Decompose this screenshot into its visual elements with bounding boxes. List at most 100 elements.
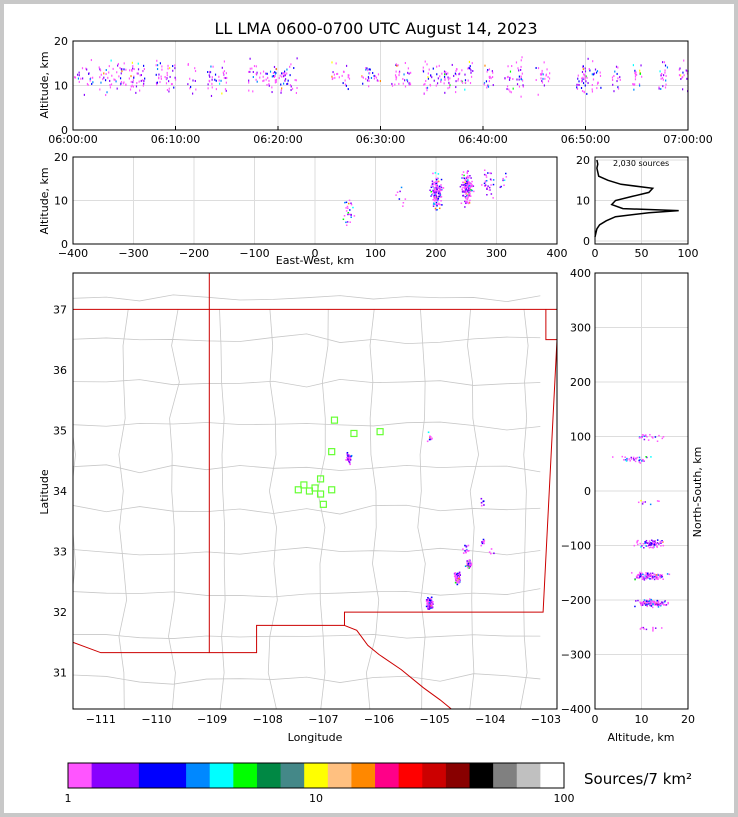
ns-source-point — [645, 573, 648, 576]
lma-station-marker — [319, 500, 327, 508]
time-source-point — [576, 87, 579, 90]
ew-source-point — [488, 186, 491, 189]
time-source-point — [119, 77, 122, 80]
lma-station-marker — [350, 429, 358, 438]
time-source-point — [136, 72, 138, 75]
time-source-point — [376, 79, 378, 82]
time-source-point — [398, 71, 400, 74]
time-source-point — [464, 81, 467, 84]
ew-source-point — [468, 185, 471, 187]
time-source-point — [521, 72, 523, 75]
ew-source-point — [471, 180, 473, 183]
ew-source-point — [345, 207, 347, 209]
ns-source-point — [638, 459, 640, 462]
time-source-point — [365, 67, 367, 70]
ew-source-point — [459, 185, 462, 188]
ns-source-point — [650, 543, 653, 545]
time-source-point — [592, 73, 595, 76]
ns-source-point — [655, 543, 657, 545]
ns-source-point — [657, 604, 659, 606]
ew-source-point — [503, 184, 505, 187]
time-source-point — [368, 68, 370, 71]
ns-source-point — [638, 573, 641, 576]
ns-source-point — [647, 600, 649, 603]
time-source-point — [286, 83, 288, 86]
time-source-point — [509, 76, 511, 79]
ns-source-point — [639, 576, 641, 578]
map-source-point — [347, 455, 349, 458]
ew-source-point — [465, 200, 467, 203]
ew-source-point — [470, 182, 472, 185]
ns-source-point — [668, 573, 671, 576]
map-source-point — [429, 435, 431, 438]
map-source-point — [429, 603, 431, 605]
ew-source-point — [469, 190, 472, 193]
time-source-point — [225, 89, 227, 92]
ew-source-point — [469, 186, 472, 188]
ns-source-point — [640, 602, 643, 604]
time-panel-frame — [72, 40, 689, 131]
time-source-point — [215, 79, 217, 82]
map-source-point — [429, 599, 432, 602]
colorbar-cell — [138, 763, 163, 788]
map-source-point — [458, 581, 460, 583]
time-source-point — [284, 72, 286, 75]
ns-source-point — [654, 541, 656, 543]
time-source-point — [541, 81, 544, 84]
time-source-point — [404, 85, 407, 88]
ns-source-point — [650, 544, 653, 546]
time-source-point — [632, 83, 634, 86]
ew-source-point — [430, 195, 432, 197]
time-source-point — [187, 83, 189, 86]
time-source-point — [274, 79, 276, 82]
time-source-point — [395, 70, 397, 73]
ns-source-point — [642, 601, 645, 603]
ns-source-point — [646, 599, 648, 602]
time-source-point — [408, 72, 410, 75]
time-source-point — [156, 68, 159, 71]
time-source-point — [426, 89, 428, 92]
time-source-point — [280, 89, 282, 92]
ew-source-point — [433, 199, 436, 202]
ew-source-point — [484, 180, 487, 182]
time-source-point — [361, 75, 363, 78]
time-source-point — [167, 67, 169, 70]
map-source-point — [455, 575, 457, 578]
time-source-point — [543, 61, 545, 64]
time-source-point — [458, 73, 460, 76]
time-source-point — [639, 84, 641, 87]
ew-panel-frame — [72, 156, 558, 245]
time-source-point — [113, 78, 115, 81]
map-source-point — [346, 459, 349, 461]
time-source-point — [143, 82, 145, 85]
time-source-point — [259, 72, 262, 75]
time-source-point — [508, 88, 510, 91]
time-source-point — [130, 85, 132, 88]
lma-station-marker — [328, 448, 336, 456]
time-source-point — [591, 88, 593, 91]
ns-source-point — [654, 543, 656, 546]
time-source-point — [584, 67, 586, 70]
time-source-point — [112, 67, 114, 70]
ew-source-point — [395, 194, 397, 196]
hist-xtick-label: 0 — [592, 247, 599, 260]
ew-source-point — [436, 199, 439, 202]
ns-source-point — [641, 578, 644, 581]
county-boundary — [317, 309, 329, 709]
time-source-point — [398, 82, 400, 85]
ns-source-point — [658, 434, 660, 437]
ew-source-point — [438, 195, 440, 198]
ew-source-point — [435, 199, 437, 202]
ns-source-point — [623, 459, 625, 461]
time-source-point — [131, 84, 133, 87]
time-source-point — [492, 71, 494, 74]
county-boundary — [267, 309, 278, 709]
time-source-point — [123, 62, 125, 65]
ew-source-point — [439, 190, 442, 192]
county-boundary — [366, 309, 380, 709]
time-source-point — [100, 81, 102, 84]
ns-source-point — [654, 627, 657, 629]
ns-source-point — [663, 604, 665, 606]
ew-source-point — [471, 184, 473, 187]
time-source-point — [397, 64, 399, 67]
